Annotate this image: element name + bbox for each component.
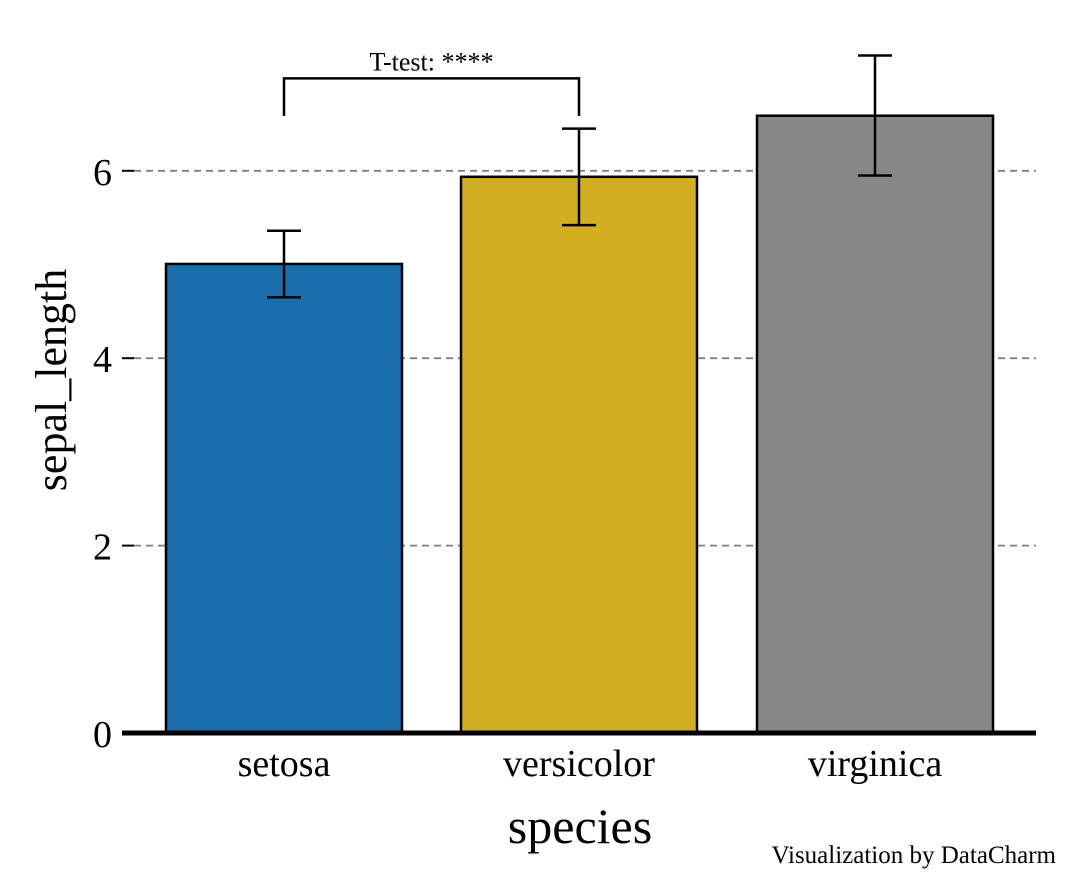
error-bars (267, 54, 892, 299)
y-tick-label-6: 6 (93, 152, 112, 194)
x-tick-labels: setosa versicolor virginica (238, 743, 943, 785)
bar-versicolor (459, 175, 699, 735)
y-tick-label-0: 0 (93, 714, 112, 756)
bars (164, 114, 995, 735)
significance-annotation: T-test: **** (282, 47, 581, 116)
significance-bracket (282, 77, 581, 116)
y-tick-label-2: 2 (93, 527, 112, 569)
x-tick-label-setosa: setosa (238, 743, 331, 785)
bar-setosa (164, 262, 404, 735)
x-tick-label-virginica: virginica (808, 743, 943, 785)
significance-label: T-test: **** (370, 47, 494, 76)
y-axis-ticks: 0 2 4 6 (93, 152, 134, 756)
y-axis-label: sepal_length (27, 269, 76, 491)
credit-text: Visualization by DataCharm (771, 842, 1056, 869)
y-tick-label-4: 4 (93, 339, 112, 381)
bar-virginica (755, 114, 995, 735)
x-axis-label: species (508, 798, 652, 854)
x-tick-label-versicolor: versicolor (503, 743, 655, 785)
